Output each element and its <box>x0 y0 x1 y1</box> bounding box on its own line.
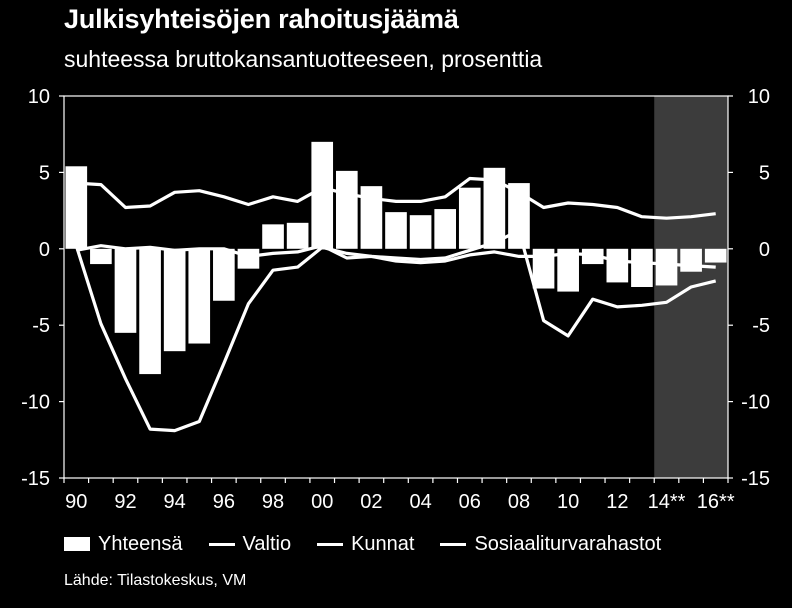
x-tick-label: 04 <box>409 491 431 513</box>
bar-yhteensa <box>114 248 137 333</box>
legend-item-kunnat: Kunnat <box>317 533 414 556</box>
y-tick-label-left: -10 <box>21 392 50 414</box>
bar-yhteensa <box>65 166 88 249</box>
x-tick-label: 94 <box>164 491 186 513</box>
x-tick-label: 12 <box>606 491 628 513</box>
y-tick-label-left: -15 <box>21 468 50 490</box>
y-tick-label-left: 5 <box>39 162 50 184</box>
chart-title: Julkisyhteisöjen rahoitusjäämä <box>64 4 459 34</box>
bar-yhteensa <box>434 209 457 249</box>
bar-yhteensa <box>532 248 555 289</box>
line-valtio <box>74 228 717 433</box>
bar-yhteensa <box>90 248 112 265</box>
legend-label: Sosiaaliturvarahastot <box>474 532 662 555</box>
legend-label: Yhteensä <box>98 532 183 555</box>
bar-yhteensa <box>360 186 383 249</box>
x-tick-label: 98 <box>262 491 284 513</box>
bar-yhteensa <box>631 248 653 287</box>
bar-yhteensa <box>139 248 161 375</box>
x-tick-label: 90 <box>65 491 87 513</box>
legend-item-yhteensa: Yhteensä <box>64 533 183 556</box>
y-tick-label-right: -10 <box>741 392 770 414</box>
x-tick-label: 16** <box>697 491 735 513</box>
legend-label: Kunnat <box>351 532 415 555</box>
legend-swatch-line <box>440 542 467 546</box>
bar-yhteensa <box>655 248 678 286</box>
y-tick-label-left: 10 <box>28 86 50 108</box>
line-kunnat <box>76 244 716 269</box>
legend-swatch-bar <box>64 537 90 551</box>
bar-yhteensa <box>458 187 481 249</box>
plot-frame <box>63 95 729 479</box>
legend-label: Valtio <box>242 532 292 555</box>
bar-yhteensa <box>483 167 506 249</box>
bar-yhteensa <box>213 248 235 301</box>
legend-item-valtio: Valtio <box>208 532 292 556</box>
x-tick-label: 00 <box>311 491 333 513</box>
x-tick-label: 92 <box>114 491 136 513</box>
y-tick-label-right: -5 <box>752 315 770 337</box>
x-tick-label: 96 <box>213 491 235 513</box>
bar-yhteensa <box>311 141 334 249</box>
legend-swatch-line <box>208 542 235 546</box>
bar-yhteensa <box>704 248 727 263</box>
legend: Yhteensä Valtio Kunnat Sosiaaliturvaraha… <box>64 532 687 556</box>
bar-yhteensa <box>188 248 211 344</box>
chart-subtitle: suhteessa bruttokansantuotteeseen, prose… <box>64 46 543 72</box>
bar-yhteensa <box>557 248 579 292</box>
bar-yhteensa <box>606 248 629 283</box>
x-tick-label: 06 <box>459 491 481 513</box>
bar-yhteensa <box>409 215 432 249</box>
bar-yhteensa <box>237 248 260 269</box>
source-note: Lähde: Tilastokeskus, VM <box>64 572 247 589</box>
y-tick-label-right: 10 <box>748 86 770 108</box>
x-tick-label: 14** <box>648 491 686 513</box>
bar-yhteensa <box>262 224 284 249</box>
y-tick-label-left: 0 <box>39 239 50 261</box>
y-tick-label-right: 0 <box>759 239 770 261</box>
bar-yhteensa <box>680 248 702 272</box>
x-tick-label: 08 <box>508 491 530 513</box>
y-tick-label-left: -5 <box>32 315 50 337</box>
y-tick-label-right: 5 <box>759 162 770 184</box>
bar-yhteensa <box>286 222 309 249</box>
legend-swatch-line <box>317 542 344 546</box>
y-tick-label-right: -15 <box>741 468 770 490</box>
bar-yhteensa <box>163 248 186 352</box>
x-tick-label: 02 <box>360 491 382 513</box>
legend-item-sosiaaliturvarahastot: Sosiaaliturvarahastot <box>440 533 661 556</box>
line-sosiaaliturvarahastot <box>76 176 716 220</box>
bar-yhteensa <box>335 170 358 249</box>
x-tick-label: 10 <box>557 491 579 513</box>
bar-yhteensa <box>385 212 407 249</box>
